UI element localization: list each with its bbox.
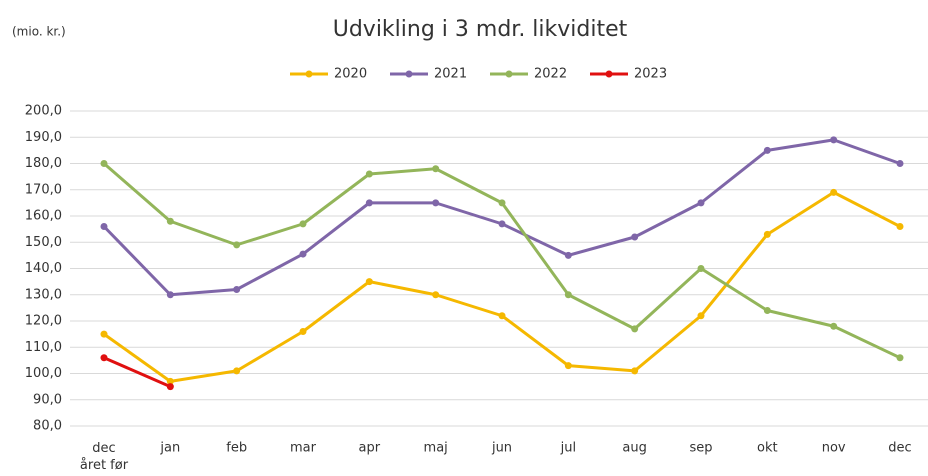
- y-tick-label: 200,0: [25, 104, 62, 119]
- x-tick-label: nov: [822, 441, 846, 456]
- y-tick-label: 100,0: [25, 366, 62, 381]
- data-point: [432, 165, 440, 173]
- data-point: [365, 278, 373, 286]
- data-point: [100, 330, 108, 338]
- data-point: [564, 251, 572, 259]
- y-tick-label: 130,0: [25, 287, 62, 302]
- data-point: [763, 146, 771, 154]
- y-unit-label: (mio. kr.): [12, 25, 66, 39]
- x-tick-label: jan: [159, 441, 180, 456]
- data-point: [564, 362, 572, 370]
- data-point: [631, 233, 639, 241]
- y-tick-label: 120,0: [25, 314, 62, 329]
- data-point: [830, 322, 838, 330]
- data-point: [365, 170, 373, 178]
- data-point: [896, 223, 904, 230]
- x-tick-label: aug: [622, 441, 646, 456]
- data-point: [100, 160, 108, 167]
- data-point: [697, 199, 705, 207]
- y-tick-label: 110,0: [25, 340, 62, 355]
- data-point: [432, 291, 440, 299]
- data-point: [100, 354, 108, 362]
- data-point: [166, 291, 174, 299]
- x-tick-label: jun: [491, 441, 512, 456]
- y-tick-label: 80,0: [33, 419, 62, 434]
- data-point: [432, 199, 440, 207]
- data-point: [166, 217, 174, 225]
- legend-marker: [405, 70, 413, 78]
- data-point: [763, 230, 771, 238]
- data-point: [896, 354, 904, 362]
- data-point: [697, 312, 705, 320]
- x-tick-label: sep: [689, 441, 712, 456]
- data-point: [564, 291, 572, 299]
- data-point: [166, 377, 174, 385]
- data-point: [233, 241, 241, 249]
- data-point: [830, 188, 838, 196]
- legend-marker: [505, 70, 513, 78]
- data-point: [631, 367, 639, 375]
- data-point: [498, 312, 506, 320]
- data-point: [299, 250, 307, 258]
- x-tick-label: feb: [226, 441, 247, 456]
- data-point: [498, 220, 506, 228]
- x-tick-label: mar: [290, 441, 317, 456]
- data-point: [697, 265, 705, 272]
- x-tick-label: jul: [560, 441, 576, 456]
- data-point: [830, 136, 838, 144]
- data-point: [166, 383, 174, 391]
- x-tick-label: okt: [757, 441, 778, 456]
- y-tick-label: 140,0: [25, 261, 62, 276]
- y-tick-label: 160,0: [25, 209, 62, 224]
- data-point: [299, 328, 307, 335]
- x-tick-label: apr: [359, 441, 381, 456]
- legend-marker: [305, 70, 313, 78]
- data-point: [365, 199, 373, 207]
- x-tick-label: maj: [424, 441, 448, 456]
- y-tick-label: 190,0: [25, 130, 62, 145]
- legend-label: 2020: [334, 67, 367, 82]
- series-line: [103, 356, 171, 389]
- legend-marker: [605, 70, 613, 78]
- data-point: [299, 220, 307, 228]
- legend-label: 2022: [534, 67, 567, 82]
- data-point: [233, 367, 241, 375]
- data-point: [100, 223, 108, 230]
- legend-label: 2021: [434, 67, 467, 82]
- legend-label: 2023: [634, 67, 667, 82]
- data-point: [233, 286, 241, 293]
- x-tick-label: dec: [888, 441, 911, 456]
- data-point: [896, 160, 904, 167]
- data-point: [498, 199, 506, 207]
- y-tick-label: 150,0: [25, 235, 62, 250]
- y-tick-label: 170,0: [25, 182, 62, 197]
- data-point: [763, 307, 771, 314]
- x-tick-label: dec året før: [80, 441, 129, 473]
- chart-title: Udvikling i 3 mdr. likviditet: [333, 17, 628, 42]
- y-tick-label: 180,0: [25, 156, 62, 171]
- y-tick-label: 90,0: [33, 392, 62, 407]
- data-point: [631, 325, 639, 333]
